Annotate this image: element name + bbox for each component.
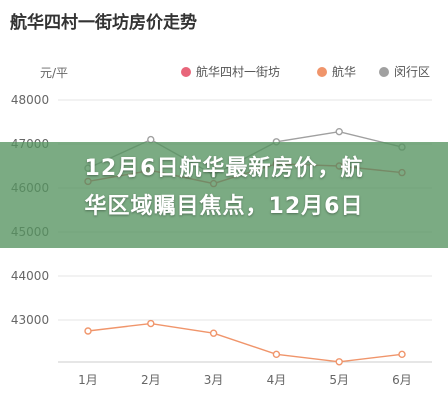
data-point [398,350,406,359]
data-point [335,358,343,366]
y-tick-label: 44000 [11,269,49,283]
data-point [84,327,92,335]
data-point [147,319,155,328]
legend: 航华四村一街坊 航华 闵行区 [181,64,430,79]
x-tick-label: 3月 [204,373,224,387]
banner-line-2: 华区域瞩目焦点，12月6日 [84,194,364,219]
legend-marker [379,67,389,77]
legend-marker [181,67,191,77]
legend-label: 航华 [332,64,356,79]
overlay-banner-text: 12月6日航华最新房价，航 华区域瞩目焦点，12月6日 [0,150,448,226]
y-tick-label: 48000 [11,93,49,107]
y-axis-unit-label: 元/平 [40,66,68,80]
data-point [209,329,218,337]
x-tick-label: 1月 [78,373,98,387]
banner-line-1: 12月6日航华最新房价，航 [84,156,364,181]
x-axis-ticks: 1月 2月 3月 4月 5月 6月 [78,373,412,387]
chart-title: 航华四村一街坊房价走势 [10,13,197,33]
x-tick-label: 2月 [141,373,161,387]
legend-marker [317,67,327,77]
legend-label: 闵行区 [394,64,430,79]
legend-label: 航华四村一街坊 [196,64,280,79]
x-tick-label: 4月 [267,373,287,387]
x-tick-label: 6月 [392,373,412,387]
y-tick-label: 43000 [11,313,49,327]
data-point [335,127,343,136]
data-point [272,350,281,359]
series-line [87,322,403,363]
overlay-banner [0,142,448,248]
x-tick-label: 5月 [329,373,349,387]
